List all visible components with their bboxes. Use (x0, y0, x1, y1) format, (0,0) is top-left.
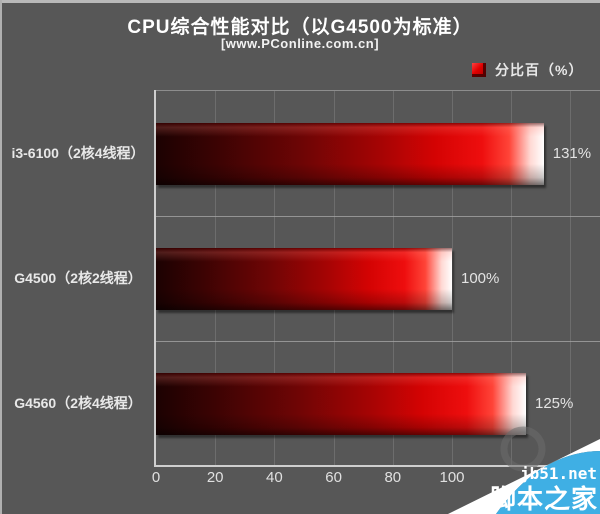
x-tick-label: 20 (206, 469, 224, 486)
x-tick-label: 40 (266, 469, 283, 486)
bar-row: 125% (156, 341, 600, 466)
horizontal-gridline (156, 216, 600, 217)
bar-row: 131% (156, 91, 600, 216)
x-axis-ticks: 0 20 40 60 80 100 (0, 469, 600, 491)
category-label: G4560（2核4线程） (14, 394, 142, 411)
category-label: i3-6100（2核4线程） (11, 144, 145, 161)
frame-border-left (0, 0, 2, 514)
bar-value-label: 100% (460, 270, 500, 287)
x-tick-label: 100 (439, 469, 465, 486)
vertical-gridline (452, 91, 453, 466)
watermark-logo-ring (500, 426, 546, 472)
legend: 分比百（%） (472, 60, 583, 80)
bar-value-label: 131% (552, 145, 592, 162)
chart-title: CPU综合性能对比（以G4500为标准） (127, 17, 473, 38)
x-axis-line (154, 465, 600, 467)
x-tick-label: 80 (384, 469, 402, 486)
bar-2 (156, 247, 452, 310)
vertical-gridline (511, 91, 513, 466)
category-labels: i3-6100（2核4线程） G4500（2核2线程） G4560（2核4线程） (2, 90, 154, 465)
legend-label: 分比百（%） (495, 62, 584, 78)
watermark-blue-corner (496, 451, 600, 514)
bar-row: 100% (156, 216, 600, 341)
bar-3 (156, 372, 526, 435)
watermark-site-url: jb51.net (520, 464, 597, 483)
plot-area: 131% 100% 125% (156, 90, 600, 466)
frame-border-top (0, 0, 600, 3)
bar-1 (156, 122, 544, 185)
watermark-badge: jb51.net 脚本之家 (448, 426, 600, 514)
vertical-gridline (570, 91, 572, 466)
x-tick-label: 60 (325, 469, 342, 486)
legend-swatch-icon (472, 63, 486, 77)
y-axis-line (154, 90, 156, 467)
watermark-site-name: 脚本之家 (490, 484, 598, 514)
bar-value-label: 125% (535, 395, 574, 412)
chart-subtitle: [www.PConline.com.cn] (220, 36, 380, 51)
category-label: G4500（2核2线程） (14, 269, 142, 286)
horizontal-gridline (156, 341, 600, 342)
watermark-white-swoosh (448, 439, 600, 514)
x-tick-label: 0 (151, 469, 161, 486)
